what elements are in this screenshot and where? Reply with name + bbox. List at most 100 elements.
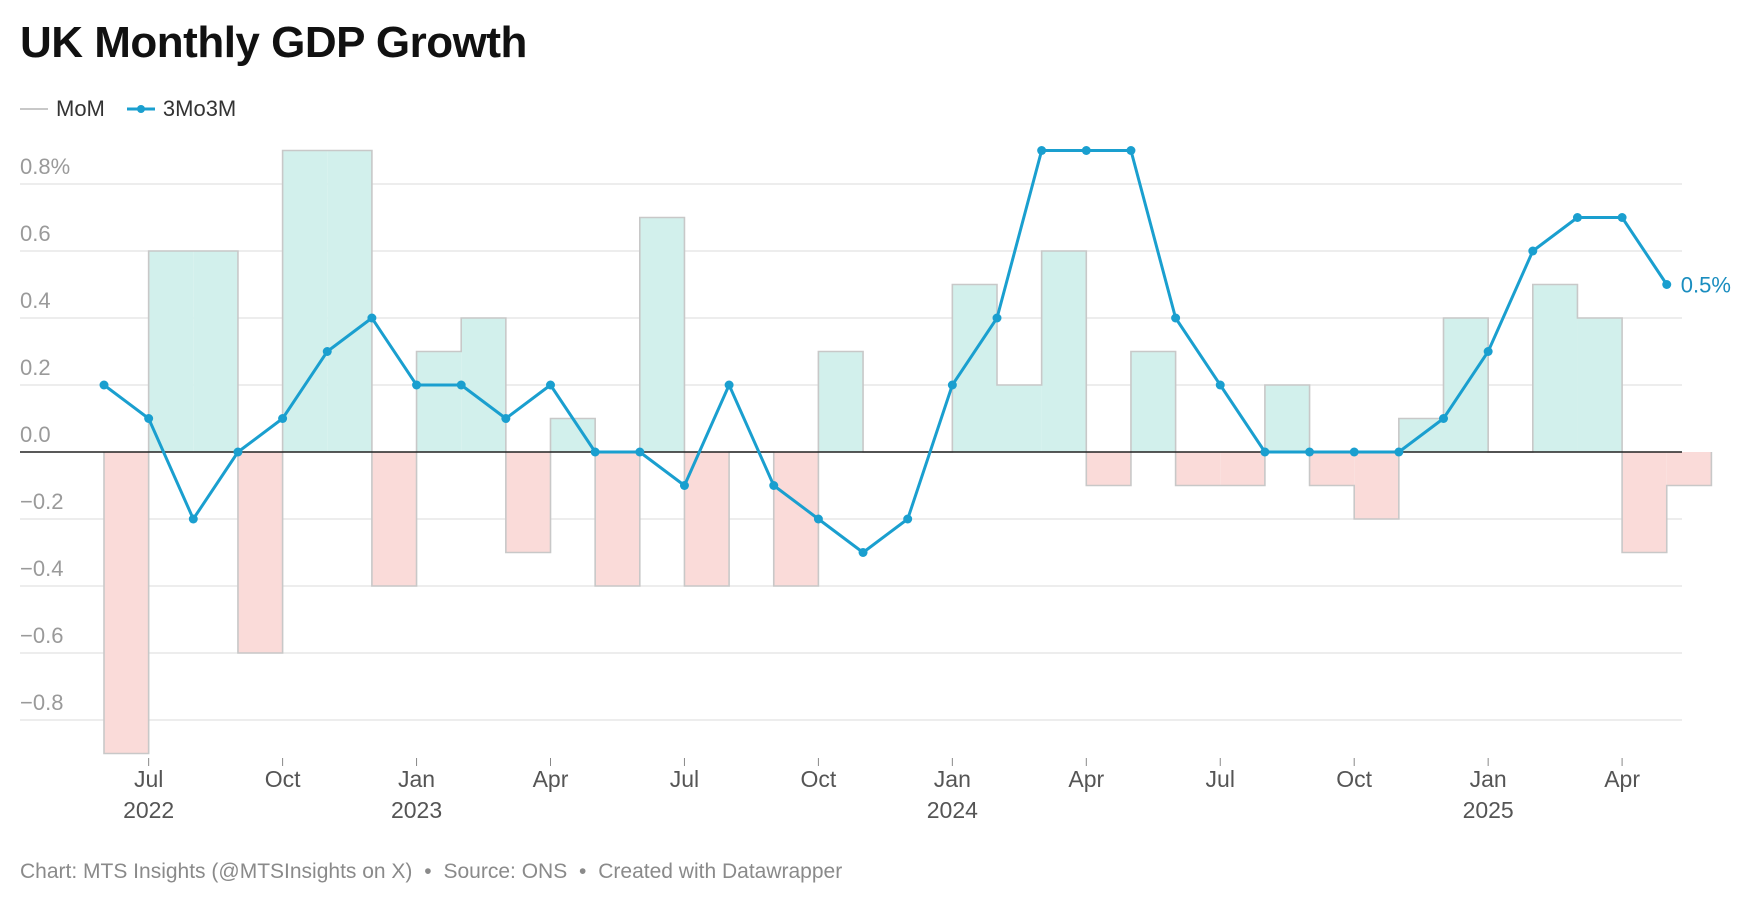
x-tick-label: Oct: [1336, 766, 1372, 792]
three-month-point: [903, 514, 913, 524]
three-month-point: [1572, 213, 1582, 222]
x-year-label: 2024: [927, 797, 978, 823]
legend-label-3mo3m: 3Mo3M: [162, 96, 237, 121]
three-month-point: [679, 481, 689, 490]
x-tick-label: Jan: [934, 766, 971, 792]
end-value-label: 0.5%: [1681, 273, 1731, 298]
three-month-point: [724, 380, 734, 390]
three-month-point: [456, 380, 466, 390]
three-month-point: [412, 380, 422, 390]
three-month-point: [1260, 447, 1270, 457]
mom-bar: [1354, 452, 1399, 519]
x-tick-label: Jul: [1206, 766, 1235, 792]
mom-bar: [148, 251, 194, 452]
three-month-point: [813, 514, 823, 524]
mom-bar: [461, 318, 506, 452]
mom-bar: [1577, 318, 1623, 452]
mom-bar: [997, 385, 1042, 452]
legend-swatch-mom: [20, 108, 48, 110]
footer-chart-credit: Chart: MTS Insights (@MTSInsights on X): [20, 860, 413, 883]
y-tick-label: −0.6: [20, 623, 63, 648]
mom-bar: [1175, 452, 1221, 486]
mom-bar: [371, 452, 417, 586]
mom-bar: [818, 351, 864, 452]
mom-bar: [773, 452, 819, 586]
mom-bar: [282, 150, 328, 452]
three-month-point: [1394, 447, 1404, 457]
mom-bar: [237, 452, 283, 653]
x-tick-label: Oct: [265, 766, 301, 792]
y-tick-label: 0.0: [20, 422, 51, 447]
three-month-point: [1126, 146, 1136, 155]
three-month-point: [769, 481, 779, 490]
mom-bar: [104, 452, 149, 754]
x-year-label: 2025: [1463, 797, 1514, 823]
three-month-point: [992, 313, 1002, 323]
three-month-point: [590, 447, 600, 457]
three-month-point: [1349, 447, 1359, 457]
three-month-line: [102, 149, 1669, 554]
three-month-point: [144, 414, 154, 423]
footer-source: Source: ONS: [443, 860, 568, 883]
three-month-point: [635, 447, 645, 457]
x-tick-label: Jan: [398, 766, 435, 792]
footer: Chart: MTS Insights (@MTSInsights on X) …: [20, 860, 842, 884]
three-month-line-layer: [99, 146, 1672, 557]
mom-bar: [416, 351, 462, 452]
three-month-point: [546, 380, 555, 390]
three-month-point: [1662, 280, 1672, 289]
y-tick-label: −0.2: [20, 489, 63, 514]
legend-item-3mo3m: 3Mo3M: [126, 96, 237, 122]
legend: MoM 3Mo3M: [20, 96, 258, 122]
legend-item-mom: MoM: [20, 96, 105, 122]
y-tick-label: 0.4: [20, 288, 51, 313]
mom-bar: [1086, 452, 1131, 486]
x-tick-label: Oct: [801, 766, 837, 792]
x-tick-label: Apr: [1068, 766, 1104, 792]
three-month-point: [1439, 414, 1448, 423]
x-tick-label: Apr: [533, 766, 569, 792]
mom-bar: [684, 452, 730, 586]
x-year-label: 2022: [123, 797, 174, 823]
mom-bar: [327, 150, 372, 452]
mom-bar: [550, 418, 596, 452]
y-tick-label: −0.8: [20, 690, 63, 715]
three-month-point: [1617, 213, 1627, 222]
mom-bar: [1220, 452, 1265, 486]
y-tick-label: 0.6: [20, 221, 51, 246]
legend-swatch-3mo3m: [126, 105, 155, 113]
footer-created-with: Created with Datawrapper: [598, 860, 843, 883]
axis-label-layer: 0.8% 0.6 0.4 0.2 0.0 −0.2 −0.4 −0.6 −0.8 0.5% Jul 2…: [20, 154, 1731, 823]
three-month-point: [1483, 347, 1493, 356]
mom-bar: [595, 452, 640, 586]
footer-separator: •: [424, 860, 432, 883]
x-tick-label: Jan: [1470, 766, 1507, 792]
x-tick-label: Jul: [134, 766, 163, 792]
mom-bar: [1532, 284, 1578, 452]
mom-bar: [1130, 351, 1176, 452]
mom-bar: [1666, 452, 1712, 486]
three-month-point: [1215, 380, 1225, 390]
three-month-point: [233, 447, 243, 457]
mom-bar: [505, 452, 551, 553]
y-tick-label: −0.4: [20, 556, 63, 581]
three-month-point: [99, 380, 109, 390]
three-month-point: [188, 514, 198, 524]
mom-bar: [1041, 251, 1087, 452]
mom-bar: [1264, 385, 1310, 452]
three-month-point: [947, 380, 957, 390]
three-month-point: [1528, 246, 1538, 256]
y-tick-label: 0.2: [20, 355, 51, 380]
chart-title: UK Monthly GDP Growth: [20, 18, 527, 67]
three-month-point: [367, 313, 377, 323]
mom-bar: [1309, 452, 1355, 486]
x-tick-label: Jul: [670, 766, 699, 792]
three-month-point: [278, 414, 288, 423]
x-tick-label: Apr: [1604, 766, 1640, 792]
mom-bar: [1622, 452, 1667, 553]
three-month-point: [1081, 146, 1091, 155]
three-month-point: [1305, 447, 1315, 457]
x-year-label: 2023: [391, 797, 442, 823]
three-month-point: [322, 347, 332, 356]
